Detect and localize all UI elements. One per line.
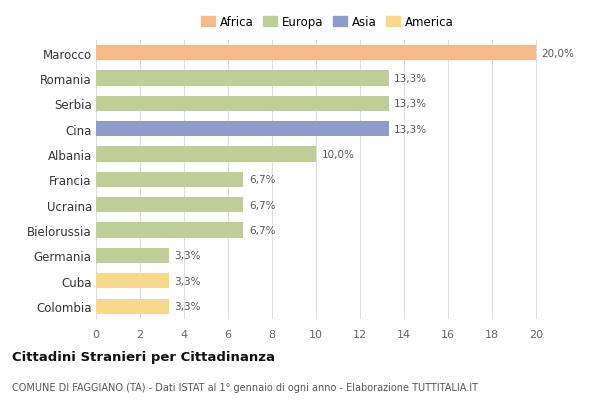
Bar (96, 97, 389, 112)
Bar (96, 122, 389, 137)
Bar (96, 198, 244, 213)
Bar (96, 172, 244, 188)
Bar (96, 248, 169, 263)
Text: Cittadini Stranieri per Cittadinanza: Cittadini Stranieri per Cittadinanza (12, 350, 275, 363)
Text: 13,3%: 13,3% (394, 99, 427, 109)
Bar (96, 71, 389, 86)
Text: 10,0%: 10,0% (322, 150, 355, 160)
Text: 3,3%: 3,3% (174, 276, 200, 286)
Legend: Africa, Europa, Asia, America: Africa, Europa, Asia, America (199, 13, 455, 31)
Text: 20,0%: 20,0% (542, 49, 574, 58)
Bar (96, 274, 169, 289)
Text: 3,3%: 3,3% (174, 251, 200, 261)
Text: 13,3%: 13,3% (394, 74, 427, 84)
Bar (96, 147, 316, 162)
Bar (96, 46, 536, 61)
Text: 6,7%: 6,7% (249, 175, 275, 185)
Text: 6,7%: 6,7% (249, 200, 275, 210)
Text: 13,3%: 13,3% (394, 124, 427, 135)
Text: COMUNE DI FAGGIANO (TA) - Dati ISTAT al 1° gennaio di ogni anno - Elaborazione T: COMUNE DI FAGGIANO (TA) - Dati ISTAT al … (12, 382, 478, 392)
Text: 3,3%: 3,3% (174, 301, 200, 311)
Text: 6,7%: 6,7% (249, 225, 275, 236)
Bar (96, 299, 169, 314)
Bar (96, 223, 244, 238)
